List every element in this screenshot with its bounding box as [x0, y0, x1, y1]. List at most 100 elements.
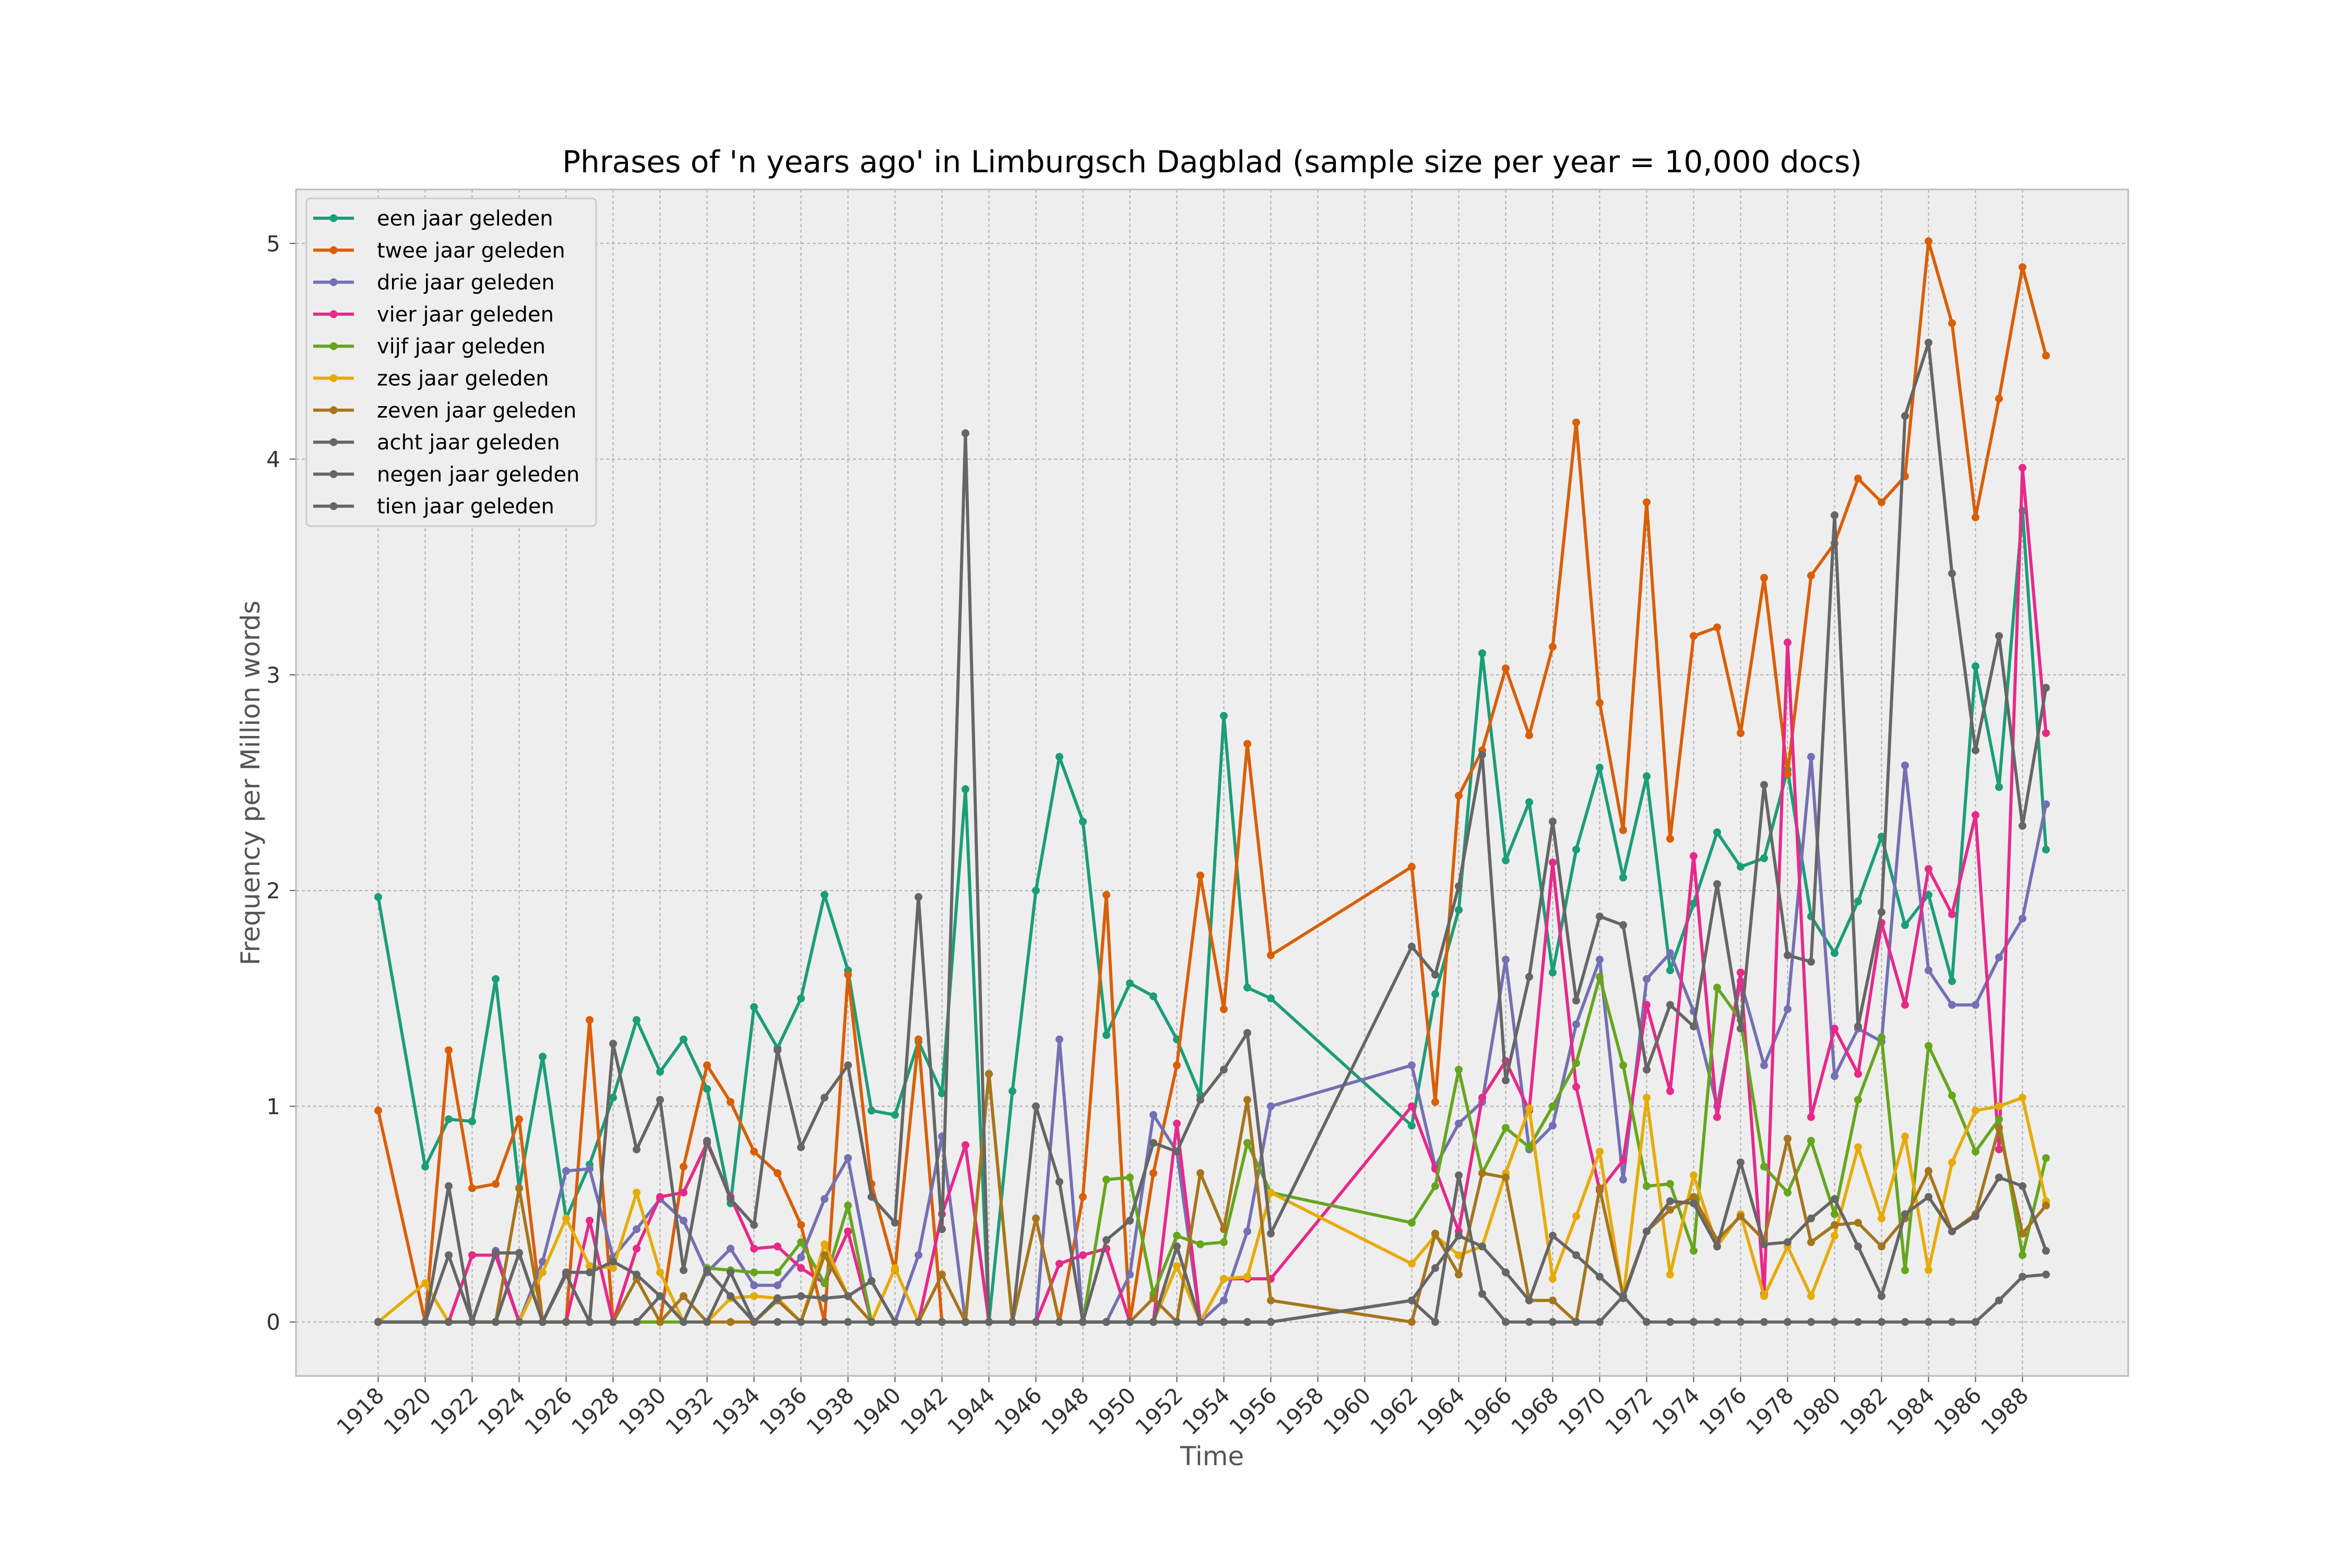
- legend-item: zes jaar geleden: [313, 367, 549, 391]
- data-point: [1995, 1296, 2003, 1304]
- data-point: [821, 1094, 828, 1102]
- data-point: [1173, 1262, 1181, 1270]
- data-point: [1173, 1242, 1181, 1251]
- legend-item: vijf jaar geleden: [313, 335, 545, 359]
- data-point: [515, 1249, 523, 1257]
- data-point: [2019, 263, 2026, 271]
- data-point: [421, 1162, 429, 1171]
- data-point: [727, 1244, 734, 1253]
- data-point: [1619, 873, 1627, 882]
- data-point: [1102, 1236, 1110, 1244]
- data-point: [868, 1277, 875, 1285]
- data-point: [1878, 908, 1885, 916]
- data-point: [1925, 1266, 1932, 1274]
- legend-label: drie jaar geleden: [377, 271, 555, 295]
- legend-item: vier jaar geleden: [313, 303, 554, 327]
- data-point: [844, 1318, 852, 1326]
- data-point: [374, 1318, 382, 1326]
- data-point: [1478, 1242, 1486, 1251]
- data-point: [1572, 1251, 1580, 1260]
- data-point: [844, 1292, 852, 1300]
- data-point: [750, 1292, 758, 1300]
- data-point: [1901, 761, 1909, 769]
- data-point: [821, 1240, 828, 1249]
- y-tick-label: 4: [266, 447, 280, 472]
- data-point: [1220, 1275, 1228, 1283]
- data-point: [680, 1318, 687, 1326]
- data-point: [633, 1318, 640, 1326]
- data-point: [1760, 1061, 1768, 1070]
- data-point: [1431, 1229, 1439, 1238]
- data-point: [1737, 1318, 1745, 1326]
- data-point: [1196, 1169, 1204, 1178]
- data-point: [1455, 1119, 1463, 1127]
- data-point: [1854, 1219, 1862, 1227]
- data-point: [1596, 764, 1604, 772]
- data-point: [1972, 1107, 1979, 1115]
- data-point: [1408, 1296, 1416, 1304]
- data-point: [821, 1279, 828, 1287]
- data-point: [1126, 1318, 1134, 1326]
- data-point: [797, 1253, 805, 1262]
- data-point: [680, 1035, 687, 1043]
- data-point: [797, 1143, 805, 1151]
- x-tick-label: 1930: [613, 1382, 671, 1440]
- data-point: [1807, 1137, 1815, 1145]
- data-point: [609, 1318, 617, 1326]
- data-point: [1666, 1180, 1674, 1188]
- data-point: [1502, 1124, 1510, 1132]
- data-point: [1948, 1001, 1956, 1009]
- data-point: [1831, 1195, 1838, 1203]
- data-point: [1643, 1318, 1651, 1326]
- data-point: [539, 1268, 547, 1277]
- data-point: [1690, 852, 1698, 860]
- data-point: [492, 975, 500, 983]
- data-point: [1760, 574, 1768, 582]
- data-point: [1784, 1134, 1792, 1143]
- data-point: [633, 1270, 640, 1279]
- data-point: [1807, 1214, 1815, 1222]
- data-point: [1854, 1318, 1862, 1326]
- x-tick-label: 1934: [707, 1382, 765, 1440]
- data-point: [1267, 1189, 1275, 1197]
- data-point: [1831, 1210, 1838, 1218]
- data-point: [1502, 1318, 1510, 1326]
- data-point: [1596, 1147, 1604, 1156]
- data-point: [1173, 1119, 1181, 1127]
- data-point: [1807, 1238, 1815, 1246]
- data-point: [1149, 1111, 1157, 1119]
- data-point: [1878, 1292, 1885, 1300]
- x-tick-label: 1950: [1083, 1382, 1141, 1440]
- legend-item: zeven jaar geleden: [313, 399, 576, 423]
- x-tick-label: 1958: [1271, 1382, 1328, 1440]
- data-point: [1713, 828, 1721, 837]
- data-point: [1643, 498, 1651, 506]
- data-point: [1878, 1242, 1885, 1251]
- series-10: [374, 338, 2050, 1326]
- data-point: [1478, 649, 1486, 658]
- data-point: [1995, 632, 2003, 640]
- data-point: [656, 1318, 664, 1326]
- data-point: [1995, 1173, 2003, 1182]
- data-point: [1196, 1240, 1204, 1249]
- data-point: [797, 994, 805, 1003]
- data-point: [938, 1270, 946, 1279]
- data-point: [1408, 1061, 1416, 1070]
- data-point: [1948, 1091, 1956, 1100]
- data-point: [1455, 1251, 1463, 1260]
- data-point: [1572, 1059, 1580, 1067]
- data-point: [1948, 1158, 1956, 1167]
- data-point: [750, 1244, 758, 1253]
- data-point: [609, 1264, 617, 1272]
- data-point: [1243, 983, 1251, 992]
- data-point: [891, 1111, 899, 1119]
- x-axis-label: Time: [1180, 1441, 1244, 1471]
- data-point: [539, 1257, 547, 1266]
- data-point: [2042, 1270, 2050, 1279]
- data-point: [1925, 1167, 1932, 1175]
- data-point: [1055, 1318, 1063, 1326]
- data-point: [985, 1070, 993, 1078]
- data-point: [1102, 1175, 1110, 1184]
- data-point: [1149, 1318, 1157, 1326]
- data-point: [1267, 1318, 1275, 1326]
